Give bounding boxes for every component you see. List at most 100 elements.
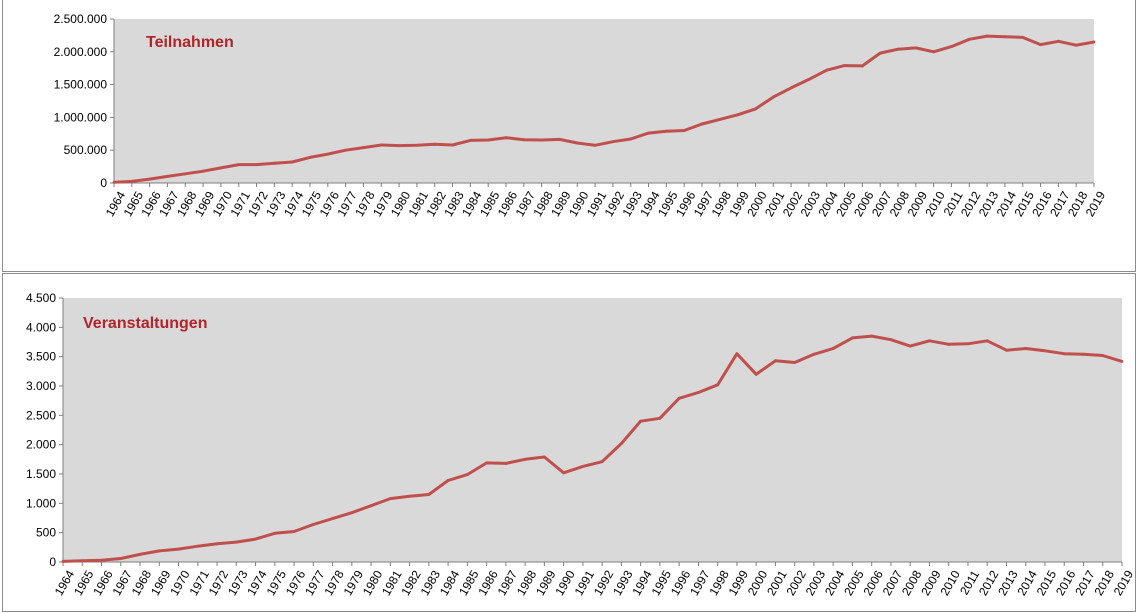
data-point: [825, 68, 829, 72]
data-point: [843, 64, 846, 67]
data-point: [219, 166, 223, 170]
data-point: [928, 339, 931, 343]
data-point: [950, 45, 953, 48]
data-point: [446, 479, 450, 482]
data-point: [985, 339, 989, 343]
data-point: [1003, 35, 1007, 39]
data-point: [860, 64, 864, 68]
data-point: [254, 537, 257, 541]
data-point: [1039, 43, 1042, 46]
chart-panel-veranstaltungen: 0 500 1.000 1.500 2.000 2.500 3.000 3.500 4.000 4…: [2, 273, 1136, 612]
data-point: [130, 179, 134, 183]
data-point: [812, 352, 816, 356]
data-point: [575, 141, 579, 145]
data-point: [215, 542, 219, 546]
data-point: [1005, 348, 1008, 352]
data-point: [581, 464, 585, 468]
data-point: [485, 461, 488, 465]
data-point: [878, 51, 882, 55]
data-point: [558, 137, 561, 141]
data-point: [789, 86, 793, 90]
y-tick-label: 500.000: [64, 143, 108, 157]
data-point: [177, 547, 180, 551]
data-point: [427, 493, 431, 496]
data-point: [273, 531, 277, 535]
y-tick-label: 2.500.000: [54, 12, 108, 26]
data-point: [593, 143, 597, 147]
data-point: [148, 177, 152, 181]
chart-title: Veranstaltungen: [83, 315, 207, 332]
plot-area: [114, 19, 1094, 183]
y-tick-label: 1.500.000: [54, 78, 108, 92]
data-point: [331, 517, 334, 520]
data-point: [718, 117, 722, 121]
data-point: [682, 129, 686, 132]
x-tick-label: 2019: [1111, 568, 1137, 598]
data-point: [523, 457, 527, 461]
data-point: [754, 372, 758, 376]
data-point: [639, 419, 643, 423]
plot-area: [63, 298, 1122, 562]
series-line: [62, 334, 1123, 563]
data-point: [716, 383, 720, 387]
data-point: [468, 138, 472, 142]
data-point: [272, 161, 276, 165]
series-line: [113, 34, 1095, 184]
data-point: [700, 122, 704, 126]
y-tick-label: 3.500: [26, 350, 56, 364]
data-point: [600, 460, 604, 464]
data-point: [397, 144, 401, 148]
data-point: [344, 148, 348, 152]
data-point: [308, 156, 312, 159]
data-point: [433, 142, 437, 146]
data-point: [100, 558, 103, 562]
data-point: [1092, 40, 1096, 44]
data-point: [736, 113, 740, 117]
data-point: [201, 169, 205, 173]
data-point: [1043, 349, 1047, 353]
data-point: [112, 180, 116, 184]
data-point: [1056, 39, 1060, 43]
x-tick-label: 2019: [1083, 189, 1109, 219]
data-point: [234, 540, 238, 544]
data-point: [889, 338, 893, 342]
data-point: [350, 511, 354, 515]
data-point: [1120, 359, 1124, 363]
data-point: [896, 47, 900, 51]
data-point: [562, 471, 566, 475]
chart-title: Teilnahmen: [146, 34, 234, 51]
data-point: [369, 504, 373, 508]
data-point: [504, 136, 508, 140]
data-point: [908, 344, 912, 348]
data-point: [697, 391, 700, 394]
data-point: [629, 137, 633, 141]
data-point: [851, 336, 854, 340]
y-tick-label: 2.000.000: [54, 45, 108, 59]
data-point: [292, 530, 296, 533]
data-point: [966, 342, 970, 346]
chart-panel-teilnahmen: 0 500.000 1.000.000 1.500.000 2.000.000 2.500…: [2, 0, 1136, 272]
data-point: [870, 334, 874, 338]
data-point: [166, 175, 169, 178]
data-point: [540, 138, 544, 142]
data-point: [451, 143, 454, 147]
data-point: [486, 138, 490, 142]
data-point: [831, 347, 835, 350]
data-point: [658, 416, 662, 420]
data-point: [255, 163, 258, 167]
data-point: [311, 523, 315, 526]
x-tick-label: 2010: [937, 568, 963, 598]
y-tick-label: 1.500: [26, 467, 56, 481]
data-point: [754, 107, 757, 111]
data-point: [388, 497, 392, 501]
data-point: [465, 473, 469, 476]
data-point: [774, 359, 777, 363]
data-point: [379, 143, 383, 147]
y-tick-label: 1.000.000: [54, 110, 108, 124]
data-point: [522, 138, 526, 142]
data-point: [677, 396, 681, 400]
data-point: [1101, 354, 1105, 357]
data-point: [735, 352, 739, 356]
data-point: [914, 46, 918, 50]
data-point: [196, 544, 200, 548]
